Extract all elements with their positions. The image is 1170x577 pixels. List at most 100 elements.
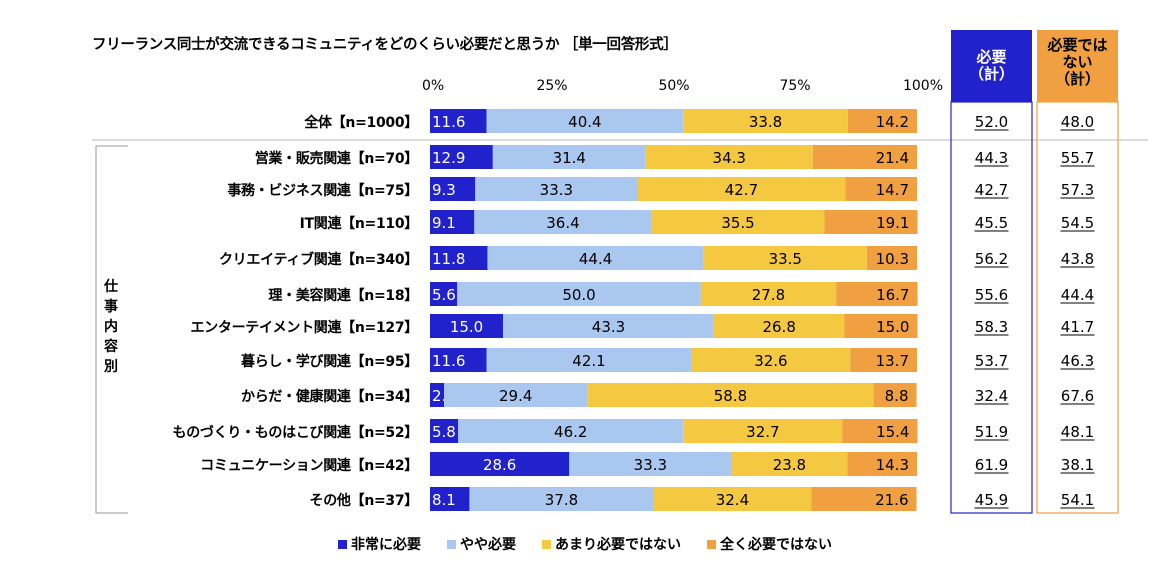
category-label: 事務・ビジネス関連【n=75】 — [227, 182, 418, 199]
data-label: 15.4 — [876, 423, 909, 441]
summary-header-text: ない — [1062, 53, 1092, 71]
bar-segment — [492, 145, 646, 169]
summary-value: 42.7 — [975, 181, 1008, 199]
summary-value: 51.9 — [975, 423, 1008, 441]
category-label: IT関連【n=110】 — [300, 215, 418, 232]
summary-value: 61.9 — [975, 456, 1008, 474]
bar-segment — [836, 282, 918, 306]
x-tick-label: 75% — [779, 78, 810, 94]
summary-frame — [950, 101, 1033, 514]
category-label: 営業・販売関連【n=70】 — [255, 150, 418, 167]
data-label: 33.3 — [540, 181, 573, 199]
summary-value: 43.8 — [1061, 250, 1094, 268]
summary-value: 67.6 — [1061, 387, 1094, 405]
summary-value: 45.5 — [975, 214, 1008, 232]
category-label: 暮らし・学び関連【n=95】 — [240, 353, 418, 370]
bar-segment — [430, 452, 570, 476]
bar-segment — [812, 145, 917, 169]
summary-value: 55.6 — [975, 286, 1008, 304]
data-label: 10.3 — [876, 250, 909, 268]
bar-segment — [430, 210, 475, 234]
legend-swatch — [707, 539, 716, 549]
bar-segment — [842, 419, 918, 443]
bar-segment — [430, 145, 493, 169]
data-label: 26.8 — [762, 318, 795, 336]
summary-value: 45.9 — [975, 491, 1008, 509]
summary-value: 57.3 — [1061, 181, 1094, 199]
bar-segment — [430, 487, 470, 511]
bar-segment — [569, 452, 732, 476]
legend-item: 非常に必要 — [338, 534, 421, 554]
summary-value: 48.0 — [1061, 113, 1094, 131]
bar-segment — [475, 177, 638, 201]
data-label: 43.3 — [592, 318, 625, 336]
bar-segment — [430, 383, 445, 407]
data-label: 44.4 — [579, 250, 612, 268]
summary-value: 41.7 — [1061, 318, 1094, 336]
summary-header-box — [1037, 30, 1118, 102]
summary-value: 54.5 — [1061, 214, 1094, 232]
category-label: コミュニケーション関連【n=42】 — [200, 457, 418, 474]
legend-item: やや必要 — [447, 534, 516, 554]
bar-segment — [430, 282, 458, 306]
data-label: 21.4 — [876, 149, 909, 167]
data-label: 40.4 — [568, 113, 601, 131]
data-label: 11.8 — [432, 250, 465, 268]
bar-segment — [458, 419, 684, 443]
summary-header-box — [951, 30, 1032, 102]
bar-segment — [731, 452, 848, 476]
data-label: 58.8 — [714, 387, 747, 405]
bar-segment — [645, 145, 813, 169]
x-tick-label: 50% — [658, 78, 689, 94]
summary-value: 52.0 — [975, 113, 1008, 131]
data-label: 9.3 — [432, 181, 456, 199]
data-label: 32.4 — [716, 491, 749, 509]
data-label: 14.3 — [876, 456, 909, 474]
data-label: 5.8 — [432, 423, 456, 441]
data-label: 35.5 — [721, 214, 754, 232]
bar-segment — [430, 314, 504, 338]
bar-segment — [444, 383, 588, 407]
data-label: 15.0 — [450, 318, 483, 336]
bar-segment — [651, 210, 825, 234]
summary-value: 55.7 — [1061, 149, 1094, 167]
summary-header-text: 必要 — [975, 48, 1006, 66]
data-label: 31.4 — [553, 149, 586, 167]
summary-header-text: （計） — [969, 65, 1014, 83]
x-tick-label: 0% — [422, 78, 444, 94]
bar-segment — [430, 177, 476, 201]
bar-segment — [469, 487, 654, 511]
chart-title: フリーランス同士が交流できるコミュニティをどのくらい必要だと思うか ［単一回答形… — [92, 37, 678, 53]
legend-item: あまり必要ではない — [542, 534, 681, 554]
data-label: 33.3 — [634, 456, 667, 474]
bar-segment — [430, 246, 488, 270]
bar-segment — [847, 452, 917, 476]
bar-segment — [683, 109, 848, 133]
summary-value: 44.4 — [1061, 286, 1094, 304]
data-label: 9.1 — [432, 214, 456, 232]
data-label: 11.6 — [432, 113, 465, 131]
bar-segment — [430, 348, 487, 372]
bar-segment — [850, 348, 917, 372]
data-label: 42.7 — [725, 181, 758, 199]
summary-value: 53.7 — [975, 352, 1008, 370]
group-label-char: 内 — [104, 318, 118, 335]
data-label: 32.7 — [746, 423, 779, 441]
data-label: 23.8 — [773, 456, 806, 474]
data-label: 8.1 — [432, 491, 456, 509]
category-label: ものづくり・ものはこび関連【n=52】 — [173, 424, 418, 441]
summary-value: 56.2 — [975, 250, 1008, 268]
data-label: 19.1 — [876, 214, 909, 232]
summary-header-text: （計） — [1055, 70, 1100, 88]
bar-segment — [866, 246, 917, 270]
legend-item: 全く必要ではない — [707, 534, 832, 554]
bar-segment — [503, 314, 714, 338]
bar-segment — [486, 348, 692, 372]
group-bracket — [95, 145, 128, 514]
group-label-char: 事 — [104, 298, 118, 315]
data-label: 21.6 — [875, 491, 908, 509]
data-label: 14.2 — [876, 113, 909, 131]
bar-segment — [811, 487, 917, 511]
data-label: 11.6 — [432, 352, 465, 370]
data-label: 14.7 — [876, 181, 909, 199]
